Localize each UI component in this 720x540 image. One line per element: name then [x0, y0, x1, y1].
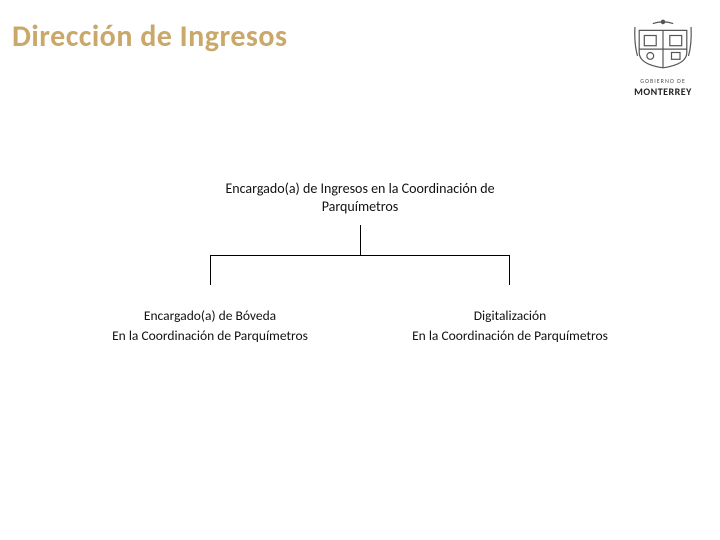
logo-maintext: MONTERREY [618, 85, 708, 98]
header: Dirección de Ingresos GOBIERNO DE MONTER… [12, 18, 708, 98]
org-chart: Encargado(a) de Ingresos en la Coordinac… [80, 180, 640, 345]
child-right-title: Digitalización [380, 307, 640, 325]
children-row: Encargado(a) de Bóveda En la Coordinació… [80, 307, 640, 345]
child-left-subtitle: En la Coordinación de Parquímetros [80, 327, 340, 345]
child-right-subtitle: En la Coordinación de Parquímetros [380, 327, 640, 345]
child-node-right: Digitalización En la Coordinación de Par… [380, 307, 640, 345]
child-node-left: Encargado(a) de Bóveda En la Coordinació… [80, 307, 340, 345]
connector-lines [160, 225, 560, 295]
logo-subtext: GOBIERNO DE [618, 77, 708, 85]
page-title: Dirección de Ingresos [12, 18, 288, 55]
root-line-1: Encargado(a) de Ingresos en la Coordinac… [200, 180, 520, 198]
crest-icon [629, 18, 697, 70]
child-left-title: Encargado(a) de Bóveda [80, 307, 340, 325]
root-node: Encargado(a) de Ingresos en la Coordinac… [200, 180, 520, 215]
gov-logo: GOBIERNO DE MONTERREY [618, 18, 708, 98]
root-line-2: Parquímetros [200, 198, 520, 216]
